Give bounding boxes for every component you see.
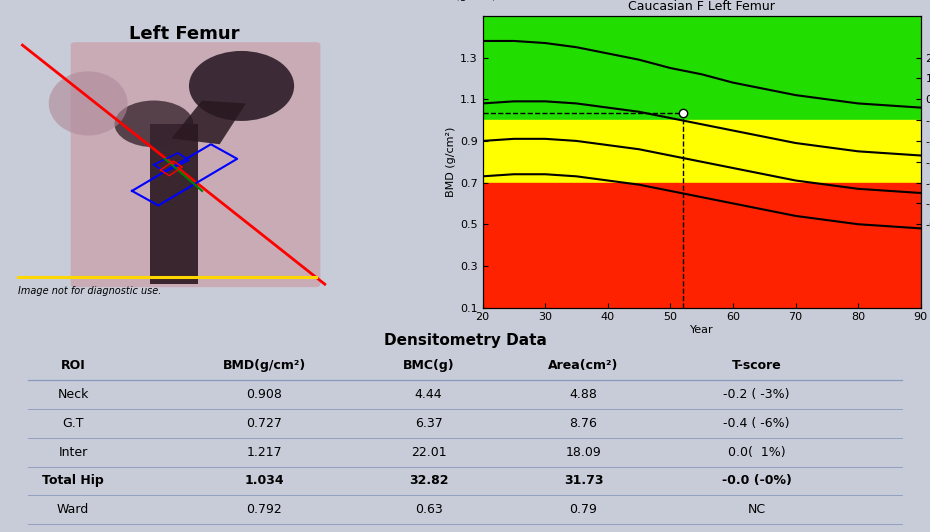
Text: -0.2 ( -3%): -0.2 ( -3%) — [724, 388, 790, 401]
Text: -0.0 (-0%): -0.0 (-0%) — [722, 475, 791, 487]
Ellipse shape — [48, 71, 127, 136]
Text: 0.727: 0.727 — [246, 417, 283, 430]
Text: NC: NC — [748, 503, 765, 516]
Text: 1.034: 1.034 — [245, 475, 285, 487]
Text: Densitometry Data: Densitometry Data — [383, 333, 547, 348]
Text: 8.76: 8.76 — [569, 417, 597, 430]
Ellipse shape — [189, 51, 294, 121]
Text: BMC(g): BMC(g) — [403, 359, 455, 372]
Text: 22.01: 22.01 — [411, 446, 446, 459]
Text: G.T: G.T — [62, 417, 84, 430]
Text: Inter: Inter — [59, 446, 87, 459]
Text: 18.09: 18.09 — [565, 446, 602, 459]
Text: ROI: ROI — [60, 359, 86, 372]
Text: Area(cm²): Area(cm²) — [549, 359, 618, 372]
Text: BMD (g/cm²): BMD (g/cm²) — [426, 0, 496, 2]
Text: 0.908: 0.908 — [246, 388, 283, 401]
Text: 4.44: 4.44 — [415, 388, 443, 401]
Text: 0.0(  1%): 0.0( 1%) — [728, 446, 786, 459]
Bar — [150, 124, 198, 284]
Text: 0.63: 0.63 — [415, 503, 443, 516]
Text: 0.79: 0.79 — [569, 503, 597, 516]
Text: Left Femur: Left Femur — [129, 24, 240, 43]
FancyBboxPatch shape — [71, 42, 321, 287]
Text: Neck: Neck — [58, 388, 88, 401]
Text: 1.217: 1.217 — [246, 446, 283, 459]
Text: BMD(g/cm²): BMD(g/cm²) — [223, 359, 306, 372]
Text: -0.4 ( -6%): -0.4 ( -6%) — [724, 417, 790, 430]
Text: 6.37: 6.37 — [415, 417, 443, 430]
Text: 0.792: 0.792 — [246, 503, 283, 516]
Text: Total Hip: Total Hip — [42, 475, 104, 487]
Text: 4.88: 4.88 — [569, 388, 597, 401]
Ellipse shape — [114, 101, 193, 147]
Y-axis label: BMD (g/cm²): BMD (g/cm²) — [445, 127, 456, 197]
Text: T-score: T-score — [732, 359, 781, 372]
Text: Image not for diagnostic use.: Image not for diagnostic use. — [18, 286, 162, 296]
Text: Ward: Ward — [57, 503, 89, 516]
Text: 32.82: 32.82 — [409, 475, 448, 487]
Text: 31.73: 31.73 — [564, 475, 604, 487]
Polygon shape — [171, 101, 246, 144]
X-axis label: Year: Year — [690, 325, 713, 335]
Title: Caucasian F Left Femur: Caucasian F Left Femur — [628, 1, 775, 13]
